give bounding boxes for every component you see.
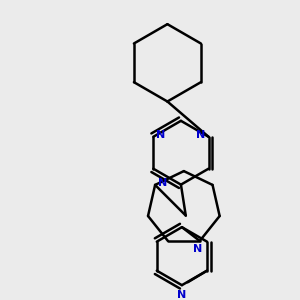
Text: N: N [156,130,166,140]
Text: N: N [196,130,206,140]
Text: N: N [158,178,167,188]
Text: N: N [177,290,187,300]
Text: N: N [193,244,203,254]
